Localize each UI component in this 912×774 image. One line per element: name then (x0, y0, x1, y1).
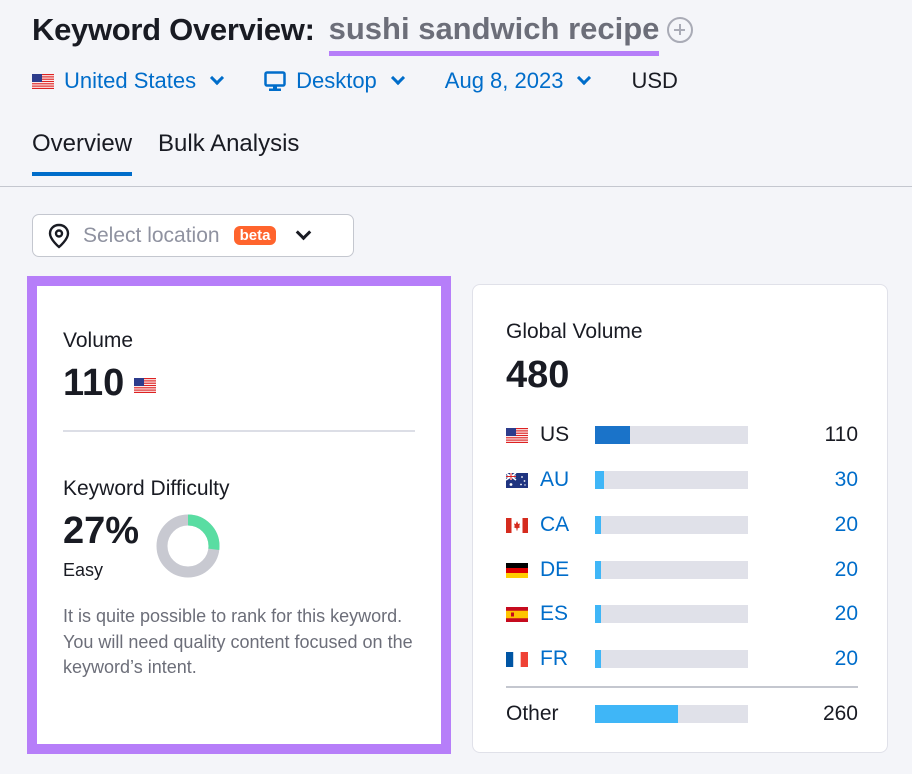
kd-value: 27% (63, 510, 140, 552)
location-placeholder: Select location (83, 223, 220, 247)
volume-value-row: 110 (63, 362, 157, 405)
country-code[interactable]: CA (540, 513, 570, 536)
volume-bar-fill (595, 705, 678, 723)
chevron-down-icon (296, 224, 312, 241)
kd-label: Keyword Difficulty (63, 477, 230, 500)
device-label: Desktop (296, 68, 377, 93)
kd-description: It is quite possible to rank for this ke… (63, 606, 413, 677)
country-volume: 110 (824, 423, 858, 446)
country-row-fr[interactable]: FR 20 (506, 645, 858, 673)
other-volume: 260 (822, 702, 858, 725)
page-header: Keyword Overview: sushi sandwich recipe (32, 10, 694, 56)
country-code[interactable]: DE (540, 558, 570, 581)
chevron-down-icon (210, 70, 225, 86)
chevron-down-icon (390, 70, 405, 86)
location-pin-icon (48, 223, 70, 249)
fr-flag-icon (506, 651, 528, 667)
volume-bar (595, 471, 748, 489)
country-row-us: US 110 (506, 421, 858, 449)
volume-bar (595, 516, 748, 534)
card-divider (63, 430, 415, 432)
volume-bar (595, 426, 748, 444)
volume-value: 110 (63, 362, 125, 404)
us-flag-icon (506, 427, 528, 443)
volume-bar (595, 561, 748, 579)
kd-donut-chart (156, 514, 220, 578)
global-volume-label: Global Volume (506, 320, 643, 343)
volume-bar-fill (595, 471, 605, 489)
country-volume[interactable]: 20 (834, 513, 858, 536)
volume-bar-fill (595, 605, 602, 623)
country-dropdown[interactable]: United States (32, 68, 225, 94)
volume-bar-fill (595, 650, 602, 668)
volume-bar-fill (595, 561, 602, 579)
filter-bar: United States Desktop Aug 8, 2023 USD (32, 66, 678, 96)
desktop-icon (264, 71, 286, 91)
volume-bar (595, 705, 748, 723)
country-row-au[interactable]: AU 30 (506, 466, 858, 494)
country-code: US (540, 423, 570, 446)
de-flag-icon (506, 562, 528, 578)
volume-bar (595, 650, 748, 668)
donut-fill (156, 514, 220, 578)
beta-badge: beta (233, 226, 277, 245)
date-dropdown[interactable]: Aug 8, 2023 (444, 68, 592, 94)
date-label: Aug 8, 2023 (444, 68, 564, 93)
chevron-down-icon (577, 70, 592, 86)
country-code[interactable]: ES (540, 602, 569, 625)
us-flag-icon (32, 73, 54, 89)
currency-label: USD (631, 68, 678, 93)
country-row-de[interactable]: DE 20 (506, 556, 858, 584)
es-flag-icon (506, 606, 528, 622)
global-volume-divider (506, 686, 858, 688)
country-row-other: Other 260 (506, 700, 858, 728)
country-volume[interactable]: 20 (834, 602, 858, 625)
country-code[interactable]: FR (540, 647, 568, 670)
tab-overview[interactable]: Overview (32, 130, 133, 176)
ca-flag-icon (506, 517, 528, 533)
global-volume-card: Global Volume 480 US 110 AU 30 (472, 284, 888, 753)
volume-bar (595, 605, 748, 623)
device-dropdown[interactable]: Desktop (264, 68, 405, 94)
keyword-title: sushi sandwich recipe (328, 11, 660, 56)
country-row-ca[interactable]: CA 20 (506, 511, 858, 539)
volume-label: Volume (63, 329, 134, 352)
country-volume[interactable]: 20 (834, 647, 858, 670)
country-code[interactable]: AU (540, 468, 570, 491)
us-flag-icon (134, 378, 157, 393)
location-select[interactable]: Select location beta (32, 214, 354, 257)
tabs-divider (0, 186, 912, 187)
country-volume[interactable]: 30 (834, 468, 858, 491)
volume-bar-fill (595, 426, 631, 444)
tab-bar: Overview Bulk Analysis (32, 130, 325, 176)
add-plus-icon[interactable] (667, 17, 694, 43)
kd-rating: Easy (63, 560, 104, 580)
other-label: Other (506, 702, 559, 725)
country-row-es[interactable]: ES 20 (506, 600, 858, 628)
au-flag-icon (506, 472, 528, 488)
page-title: Keyword Overview: (32, 12, 315, 47)
tab-bulk-analysis[interactable]: Bulk Analysis (158, 130, 300, 157)
volume-bar-fill (595, 516, 602, 534)
country-label: United States (64, 68, 197, 93)
country-volume[interactable]: 20 (834, 558, 858, 581)
volume-difficulty-card: Volume 110 Keyword Difficulty 27% Easy I… (27, 276, 451, 754)
global-volume-value: 480 (506, 354, 570, 396)
